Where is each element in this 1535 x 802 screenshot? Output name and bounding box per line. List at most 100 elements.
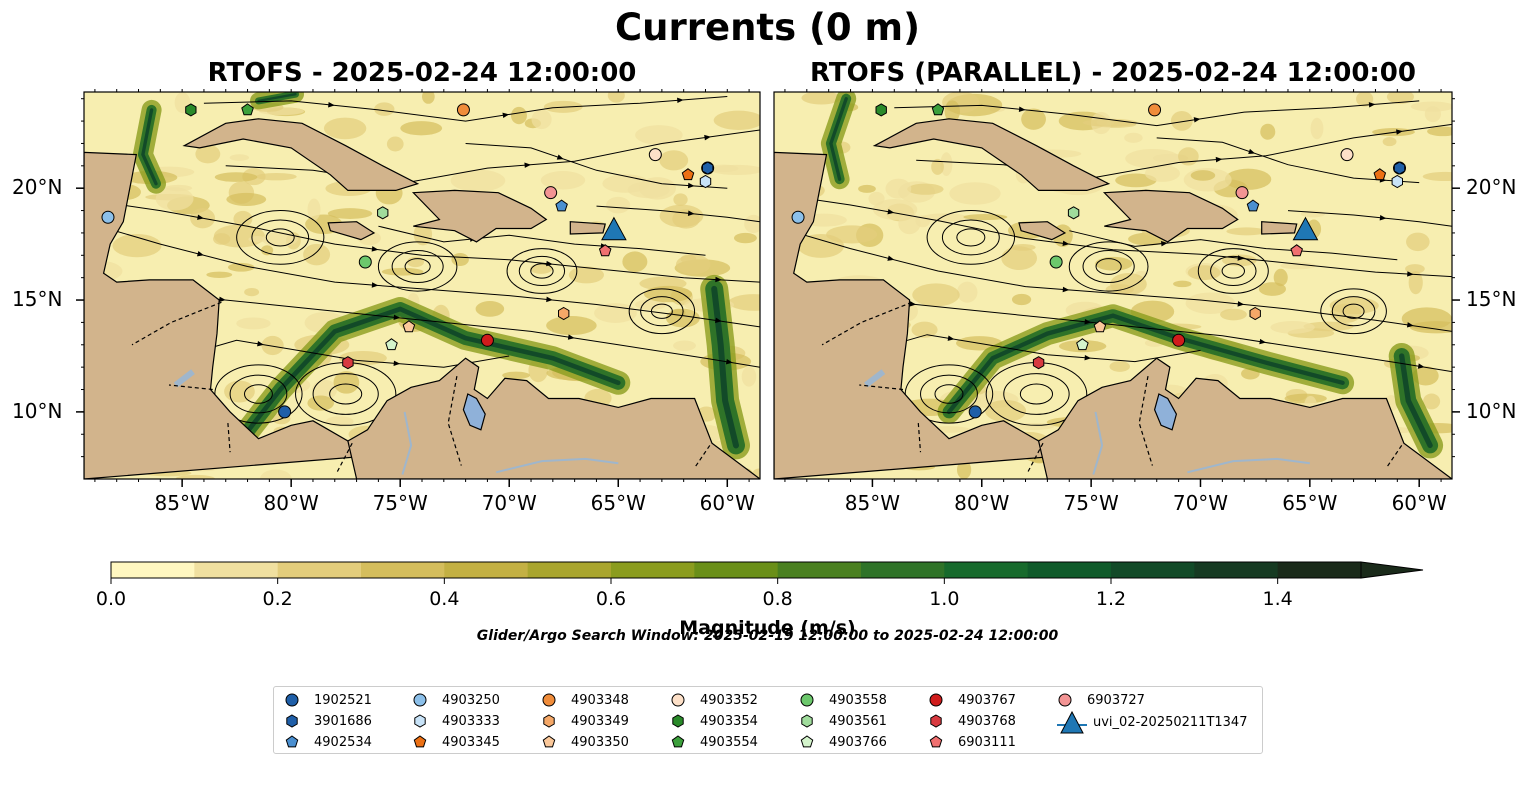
streamline-arrow: [567, 334, 575, 340]
streamline-arrow: [1406, 322, 1414, 328]
river: [495, 457, 619, 474]
speed-patch: [206, 271, 233, 278]
legend-entry: uvi_02-20250211T1347: [1057, 709, 1247, 735]
float-marker-4903767: [480, 333, 494, 347]
legend-entry: 4903354: [670, 712, 758, 730]
speed-patch: [475, 301, 505, 317]
legend-label: 1902521: [314, 692, 372, 708]
land-mass: [1102, 189, 1239, 243]
float-marker-uvi_02-20250211T1347: [601, 216, 627, 241]
float-marker-4903345: [681, 168, 695, 181]
float-marker-1902521: [968, 405, 982, 419]
colorbar-tick-label: 0.0: [95, 588, 127, 610]
legend-marker-pentagon: [671, 735, 685, 748]
speed-patch: [1109, 361, 1130, 372]
float-marker-4903345: [1373, 168, 1387, 181]
right-map-panel: [773, 89, 1460, 487]
streamline-arrow: [1396, 129, 1403, 135]
legend-entry: 4903766: [799, 733, 887, 751]
speed-patch: [400, 121, 443, 136]
legend-marker-hexagon: [672, 714, 684, 728]
streamline: [225, 129, 760, 185]
speed-patch: [1270, 320, 1315, 334]
streamline-arrow: [1259, 338, 1267, 345]
legend-entry: 3901686: [284, 712, 372, 730]
country-border: [168, 384, 213, 391]
legend-label: 4903352: [700, 692, 758, 708]
streamline: [1287, 210, 1452, 227]
lat-tick-label: 15°N: [1466, 287, 1517, 312]
speed-patch: [311, 379, 337, 400]
speed-patch: [710, 164, 760, 175]
eddy-streamline: [312, 373, 379, 415]
float-marker-4903333: [699, 174, 712, 189]
country-border: [447, 375, 462, 466]
streamline: [894, 100, 1420, 127]
streamline-arrow: [197, 214, 204, 220]
legend-entry: 4903561: [799, 712, 887, 730]
streamline-arrow: [1062, 286, 1070, 293]
float-marker-4903558: [358, 255, 372, 269]
speed-patch: [1220, 308, 1247, 321]
colorbar-segment: [1277, 562, 1362, 578]
speed-patch: [1170, 110, 1193, 131]
streamline-arrow: [687, 210, 695, 216]
eddy-streamline: [229, 374, 288, 414]
colorbar-segment: [194, 562, 279, 578]
streamline-arrow: [1084, 319, 1092, 325]
streamline-arrow: [947, 335, 955, 341]
speed-patch: [956, 460, 972, 479]
lat-tick-label: 15°N: [12, 287, 63, 312]
current-band-core: [829, 97, 848, 181]
speed-patch: [1190, 170, 1216, 181]
speed-patch: [744, 214, 760, 234]
float-marker-4903354: [875, 103, 887, 117]
speed-patch: [1408, 271, 1423, 295]
streamline-arrow: [524, 162, 532, 168]
lat-tick-label: 10°N: [1466, 398, 1517, 423]
land-mass: [84, 151, 363, 479]
streamline-arrow: [677, 97, 684, 104]
streamline-arrow: [502, 112, 510, 119]
speed-patch: [801, 92, 842, 105]
speed-patch: [673, 340, 696, 351]
legend-marker-hexagon: [801, 714, 813, 728]
land-mass: [411, 189, 548, 243]
colorbar-tick-label: 1.0: [929, 588, 960, 610]
country-border: [859, 384, 904, 391]
speed-patch: [261, 245, 274, 256]
float-marker-4903561: [377, 206, 389, 220]
speed-patch: [164, 184, 193, 192]
lon-tick-label: 70°W: [1172, 491, 1229, 515]
streamline-arrow: [556, 154, 564, 160]
speed-patch: [1001, 246, 1038, 271]
speed-patch: [931, 158, 944, 175]
legend-marker-pentagon: [929, 735, 943, 748]
legend-label: 4903354: [700, 713, 758, 729]
speed-patch: [1187, 265, 1221, 281]
float-marker-4903349: [558, 306, 570, 321]
float-marker-4903766: [385, 338, 398, 351]
country-border: [1385, 445, 1403, 469]
current-band-core: [946, 313, 1345, 415]
land-mass: [347, 357, 760, 479]
colorbar-segment: [277, 562, 362, 578]
legend-label: 4903250: [442, 692, 500, 708]
speed-patch: [1409, 321, 1452, 334]
float-marker-4903349: [1249, 306, 1261, 321]
float-marker-4902534: [1246, 199, 1260, 212]
float-marker-4903768: [342, 356, 354, 370]
lon-tick-label: 75°W: [372, 491, 428, 515]
colorbar-extend-arrow: [1360, 561, 1424, 579]
land-mass: [182, 118, 420, 191]
float-marker-3901686: [1393, 161, 1406, 175]
legend-entry: 4903767: [928, 691, 1016, 709]
speed-patch: [1427, 126, 1452, 137]
legend-marker-circle: [800, 693, 814, 707]
speed-patch: [195, 144, 221, 164]
speed-patch: [659, 150, 689, 171]
lon-tick-label: 80°W: [263, 491, 319, 515]
float-marker-4903354: [185, 103, 197, 117]
float-marker-4903554: [241, 103, 254, 116]
float-marker-4903250: [101, 210, 115, 224]
